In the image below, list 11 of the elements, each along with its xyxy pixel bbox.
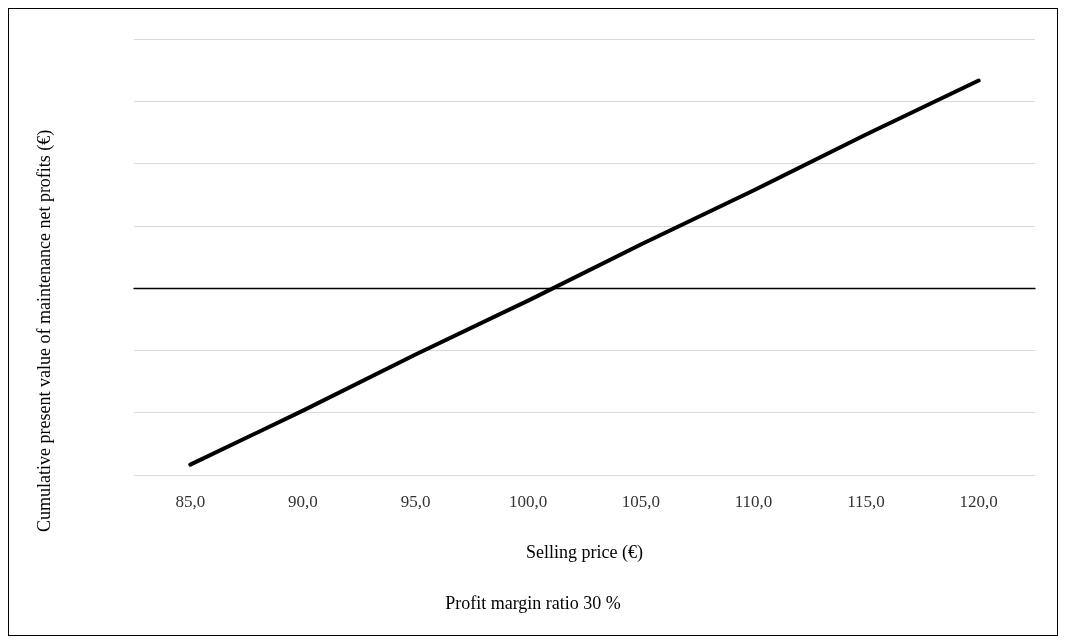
x-tick-label: 100,0	[509, 492, 548, 511]
x-tick-label: 105,0	[621, 492, 660, 511]
x-tick-label: 85,0	[175, 492, 206, 511]
text: Profit margin ratio 30 %	[445, 593, 621, 613]
x-tick-label: 110,0	[734, 492, 773, 511]
x-tick-label: 95,0	[400, 492, 431, 511]
x-tick-label: 115,0	[847, 492, 885, 511]
x-tick-label: 120,0	[959, 492, 998, 511]
y-axis-title: Cumulative present value of maintenance net profits (€)	[34, 129, 55, 532]
x-axis-title: Selling price (€)	[526, 542, 643, 563]
x-tick-label: 90,0	[288, 492, 318, 511]
